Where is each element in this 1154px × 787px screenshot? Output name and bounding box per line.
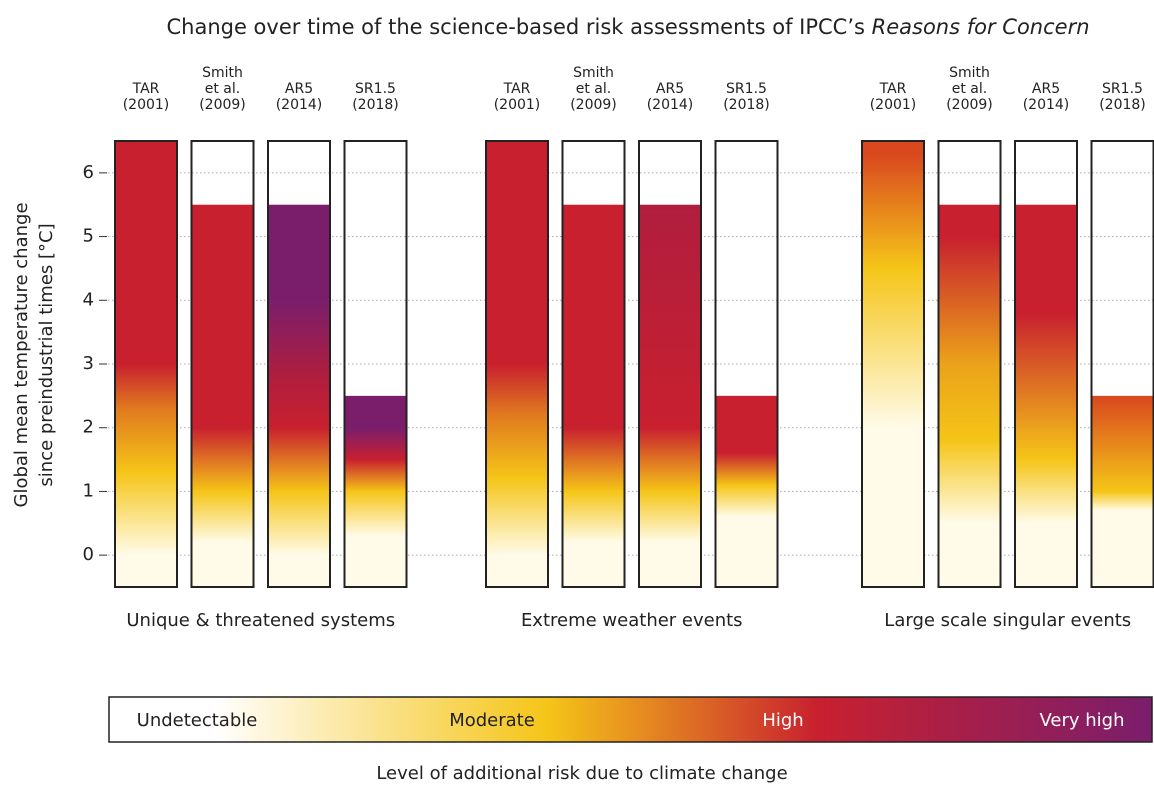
assessment-label: AR5 (1032, 81, 1060, 97)
ember-bar (486, 141, 548, 587)
assessment-label: AR5 (656, 81, 684, 97)
assessment-label: SR1.5 (355, 81, 396, 97)
ember-bar (938, 204, 1001, 587)
assessment-label: TAR (503, 81, 531, 97)
assessment-label: AR5 (285, 81, 313, 97)
assessment-label: (2014) (647, 97, 694, 113)
bar-frame (114, 140, 178, 588)
assessment-label: (2001) (123, 97, 170, 113)
assessment-label: (2018) (352, 97, 399, 113)
assessment-label: (2018) (723, 97, 770, 113)
bar-frame (714, 140, 779, 588)
assessment-label: TAR (132, 81, 160, 97)
assessment-label: SR1.5 (726, 81, 767, 97)
ember-bar (1091, 395, 1154, 587)
ember-bar (344, 395, 407, 587)
legend-bar (108, 696, 1153, 743)
assessment-label: (2014) (1023, 97, 1070, 113)
legend-label: Moderate (449, 710, 535, 731)
bar-frame (561, 140, 626, 588)
y-label-line: since preindustrial times [°C] (36, 223, 57, 486)
bar-frame (267, 140, 331, 588)
ember-bar (191, 204, 254, 587)
assessment-label: SR1.5 (1102, 81, 1143, 97)
ember-bar (115, 141, 177, 587)
bar-frame (638, 140, 702, 588)
group-label: Extreme weather events (521, 610, 743, 631)
assessment-label: (2014) (276, 97, 323, 113)
assessment-label: (2009) (570, 97, 617, 113)
bar-frame (937, 140, 1002, 588)
title-text: Change over time of the science-based ri… (166, 15, 864, 39)
y-tick-label: 2 (83, 417, 94, 438)
legend-label: High (762, 710, 803, 731)
y-tick-label: 1 (83, 480, 94, 501)
y-axis-label: Global mean temperature change since pre… (11, 202, 57, 507)
title-emphasis: Reasons for Concern (872, 15, 1090, 39)
bar-frame (485, 140, 549, 588)
assessment-label: (2001) (870, 97, 917, 113)
y-tick-label: 0 (83, 544, 94, 565)
ember-bar (715, 395, 778, 587)
bar-frame (1014, 140, 1078, 588)
assessment-label: TAR (879, 81, 907, 97)
assessment-label: (2001) (494, 97, 541, 113)
assessment-label: et al. (576, 81, 611, 97)
bar-frame (343, 140, 408, 588)
assessment-label: Smith (573, 65, 614, 81)
assessment-label: Smith (949, 65, 990, 81)
y-tick-label: 3 (83, 353, 94, 374)
assessment-label: Smith (202, 65, 243, 81)
assessment-label: et al. (952, 81, 987, 97)
ember-bar (1015, 204, 1077, 587)
legend-label: Very high (1039, 710, 1124, 731)
y-label-line: Global mean temperature change (11, 202, 32, 507)
chart-title: Change over time of the science-based ri… (166, 15, 1089, 39)
ember-bar (862, 141, 924, 587)
ember-bar (639, 204, 701, 587)
legend-caption: Level of additional risk due to climate … (376, 763, 787, 784)
assessment-label: (2009) (946, 97, 993, 113)
y-tick-label: 6 (83, 162, 94, 183)
assessment-label: et al. (205, 81, 240, 97)
ember-bar (268, 204, 330, 587)
y-tick-label: 5 (83, 226, 94, 247)
group-label: Large scale singular events (884, 610, 1131, 631)
bar-frame (190, 140, 255, 588)
assessment-label: (2009) (199, 97, 246, 113)
bar-frame (861, 140, 925, 588)
assessment-label: (2018) (1099, 97, 1146, 113)
legend-label: Undetectable (137, 710, 258, 731)
ember-bar (562, 204, 625, 587)
group-label: Unique & threatened systems (126, 610, 395, 631)
y-tick-label: 4 (83, 289, 94, 310)
